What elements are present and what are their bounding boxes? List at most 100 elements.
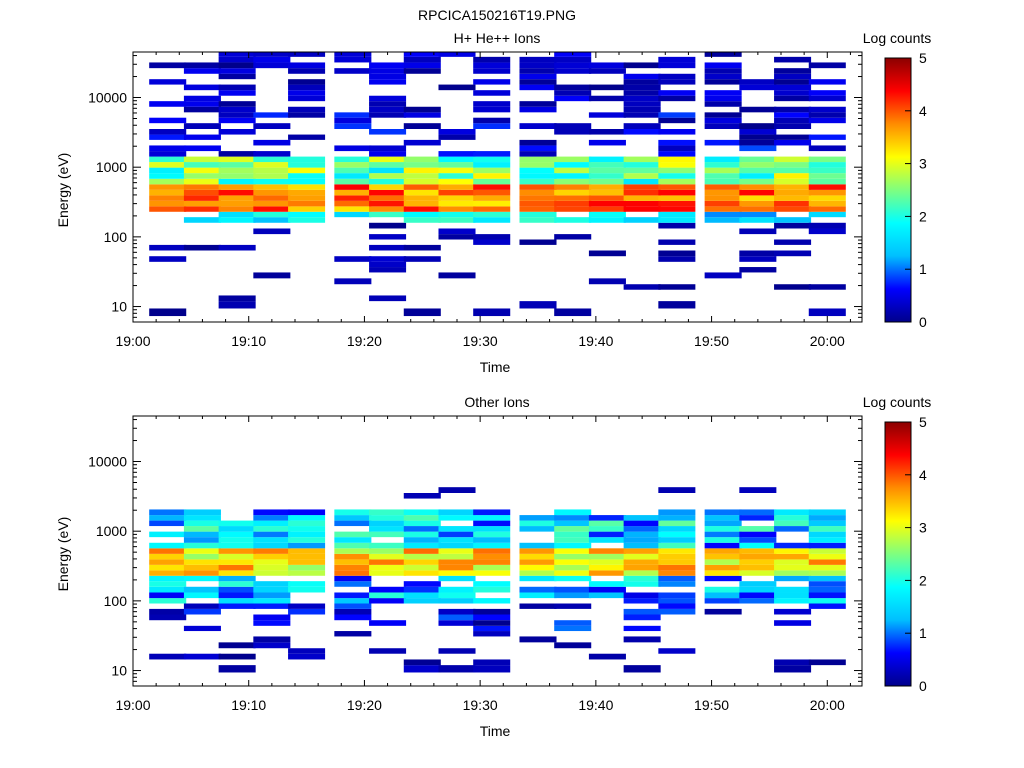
x-tick-label: 19:50 xyxy=(694,697,729,713)
heatmap-cell xyxy=(473,548,511,554)
heatmap-cell xyxy=(218,129,256,135)
heatmap-cell xyxy=(253,636,291,643)
heatmap-cell xyxy=(808,178,846,185)
heatmap-cell xyxy=(369,542,407,549)
heatmap-cell xyxy=(334,206,372,212)
heatmap-cell xyxy=(774,284,812,290)
heatmap-cell xyxy=(704,184,742,190)
heatmap-cell xyxy=(704,162,742,168)
heatmap-cell xyxy=(369,101,407,107)
heatmap-cell xyxy=(183,162,221,168)
heatmap-cell xyxy=(438,234,476,240)
heatmap-cell xyxy=(183,592,221,599)
x-tick-label: 19:50 xyxy=(694,333,729,349)
heatmap-cell xyxy=(658,509,696,516)
heatmap-cell xyxy=(774,90,812,96)
heatmap-cell xyxy=(334,173,372,179)
heatmap-cell xyxy=(473,106,511,113)
heatmap-cell xyxy=(704,73,742,80)
heatmap-cell xyxy=(739,537,777,543)
heatmap-cell xyxy=(774,117,812,124)
heatmap-cell xyxy=(183,531,221,538)
heatmap-cell xyxy=(623,173,661,179)
heatmap-cell xyxy=(658,56,696,63)
heatmap-cell xyxy=(369,295,407,302)
heatmap-cell xyxy=(704,90,742,96)
heatmap-cell xyxy=(623,62,661,69)
heatmap-cell xyxy=(438,570,476,576)
heatmap-cell xyxy=(218,642,256,649)
heatmap-cell xyxy=(588,95,626,102)
heatmap-cell xyxy=(183,123,221,129)
heatmap-cell xyxy=(473,631,511,637)
heatmap-cell xyxy=(149,145,187,152)
heatmap-cell xyxy=(149,575,187,582)
heatmap-cell xyxy=(739,123,777,129)
heatmap-cell xyxy=(403,515,441,521)
heatmap-cell xyxy=(588,211,626,218)
heatmap-cell xyxy=(218,665,256,673)
heatmap-cell xyxy=(774,542,812,549)
heatmap-cell xyxy=(183,625,221,632)
colorbar-tick-label: 5 xyxy=(919,50,927,66)
heatmap-cell xyxy=(473,234,511,240)
heatmap-cell xyxy=(403,123,441,129)
heatmap-cell xyxy=(704,564,742,571)
heatmap-cell xyxy=(253,156,291,163)
heatmap-cell xyxy=(554,564,592,571)
heatmap-cell xyxy=(519,206,557,212)
heatmap-cell xyxy=(473,117,511,124)
heatmap-cell xyxy=(519,542,557,549)
heatmap-cell xyxy=(288,548,326,554)
heatmap-cell xyxy=(554,542,592,549)
heatmap-cell xyxy=(403,156,441,163)
heatmap-cell xyxy=(808,526,846,532)
heatmap-cell xyxy=(554,586,592,593)
heatmap-cell xyxy=(183,553,221,560)
heatmap-cell xyxy=(808,531,846,538)
heatmap-cell xyxy=(403,52,441,57)
heatmap-cell xyxy=(288,178,326,185)
heatmap-cell xyxy=(218,531,256,538)
heatmap-cell xyxy=(253,531,291,538)
heatmap-cell xyxy=(554,184,592,190)
heatmap-cell xyxy=(623,195,661,201)
heatmap-cell xyxy=(519,526,557,532)
heatmap-cell xyxy=(554,526,592,532)
colorbar: 0 1 2 3 4 5 xyxy=(884,414,927,694)
heatmap-cell xyxy=(623,95,661,102)
heatmap-cell xyxy=(623,162,661,168)
heatmap-cell xyxy=(183,586,221,593)
colorbar-tick-label: 1 xyxy=(919,261,927,277)
heatmap-cell xyxy=(808,90,846,96)
heatmap-cell xyxy=(739,129,777,135)
heatmap-cell xyxy=(739,581,777,587)
heatmap-cell xyxy=(149,244,187,251)
heatmap-cell xyxy=(774,106,812,113)
heatmap-cell xyxy=(149,614,187,621)
heatmap-cell xyxy=(658,581,696,587)
heatmap-cell xyxy=(369,129,407,135)
heatmap-cell xyxy=(183,68,221,74)
panel-title: Other Ions xyxy=(464,394,529,410)
heatmap-cell xyxy=(658,548,696,554)
heatmap-cell xyxy=(253,178,291,185)
heatmap-cell xyxy=(218,52,256,57)
heatmap-cell xyxy=(739,134,777,140)
heatmap-cell xyxy=(473,625,511,632)
heatmap-cell xyxy=(808,548,846,554)
heatmap-cell xyxy=(438,575,476,582)
x-axis-label: Time xyxy=(480,723,511,739)
heatmap-cell xyxy=(473,570,511,576)
heatmap-cell xyxy=(658,145,696,152)
heatmap-cell xyxy=(369,73,407,80)
colorbar-tick-label: 3 xyxy=(919,520,927,536)
heatmap-cell xyxy=(658,284,696,290)
heatmap-cell xyxy=(183,101,221,107)
heatmap-cell xyxy=(554,178,592,185)
heatmap-cell xyxy=(808,537,846,543)
heatmap-cell xyxy=(704,189,742,196)
heatmap-cell xyxy=(288,570,326,576)
heatmap-cell xyxy=(253,620,291,626)
heatmap-cell xyxy=(369,62,407,69)
